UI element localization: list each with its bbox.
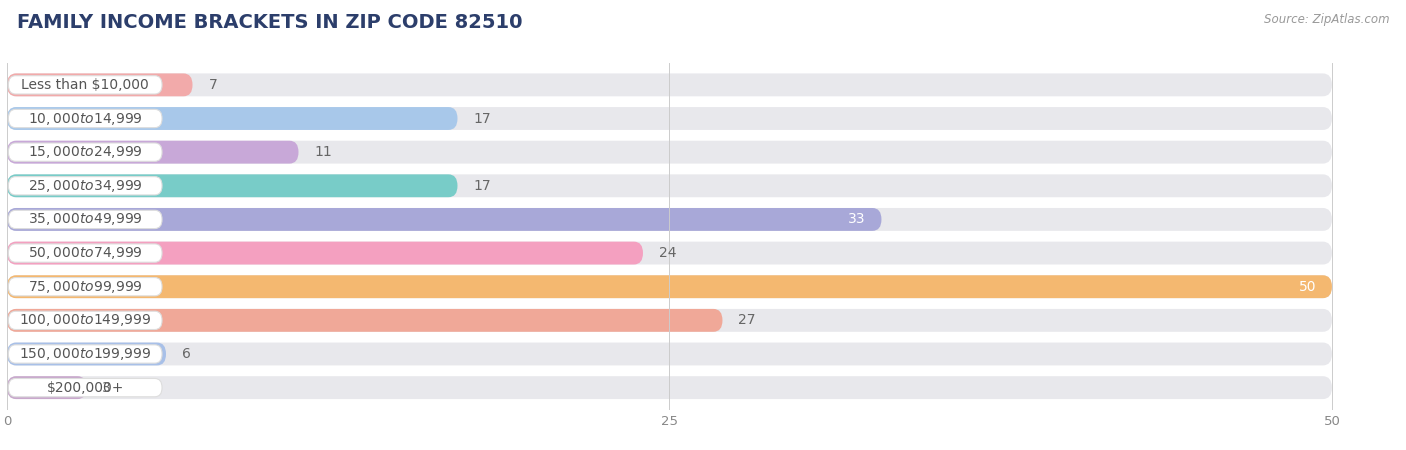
FancyBboxPatch shape <box>7 107 1331 130</box>
FancyBboxPatch shape <box>7 242 643 265</box>
Text: Less than $10,000: Less than $10,000 <box>21 78 149 92</box>
FancyBboxPatch shape <box>8 109 162 128</box>
Text: 6: 6 <box>181 347 191 361</box>
FancyBboxPatch shape <box>7 73 1331 96</box>
FancyBboxPatch shape <box>8 210 162 229</box>
Text: 27: 27 <box>738 313 756 327</box>
FancyBboxPatch shape <box>7 107 457 130</box>
FancyBboxPatch shape <box>7 309 723 332</box>
Text: 33: 33 <box>848 212 866 226</box>
Text: 24: 24 <box>659 246 676 260</box>
FancyBboxPatch shape <box>7 208 882 231</box>
FancyBboxPatch shape <box>7 174 457 197</box>
FancyBboxPatch shape <box>7 275 1331 298</box>
Text: 7: 7 <box>208 78 217 92</box>
Text: 17: 17 <box>474 112 491 126</box>
FancyBboxPatch shape <box>7 376 87 399</box>
Text: $150,000 to $199,999: $150,000 to $199,999 <box>20 346 152 362</box>
FancyBboxPatch shape <box>7 242 1331 265</box>
FancyBboxPatch shape <box>7 73 193 96</box>
Text: 17: 17 <box>474 179 491 193</box>
Text: Source: ZipAtlas.com: Source: ZipAtlas.com <box>1264 14 1389 27</box>
FancyBboxPatch shape <box>7 309 1331 332</box>
Text: $25,000 to $34,999: $25,000 to $34,999 <box>28 178 142 194</box>
FancyBboxPatch shape <box>8 76 162 94</box>
FancyBboxPatch shape <box>7 141 1331 164</box>
FancyBboxPatch shape <box>8 244 162 262</box>
FancyBboxPatch shape <box>7 141 298 164</box>
FancyBboxPatch shape <box>7 342 1331 365</box>
Text: 11: 11 <box>315 145 332 159</box>
FancyBboxPatch shape <box>8 143 162 161</box>
Text: 50: 50 <box>1299 280 1316 294</box>
FancyBboxPatch shape <box>7 342 166 365</box>
Text: 3: 3 <box>103 381 111 395</box>
Text: $50,000 to $74,999: $50,000 to $74,999 <box>28 245 142 261</box>
Text: $15,000 to $24,999: $15,000 to $24,999 <box>28 144 142 160</box>
FancyBboxPatch shape <box>7 174 1331 197</box>
Text: $100,000 to $149,999: $100,000 to $149,999 <box>20 312 152 328</box>
FancyBboxPatch shape <box>8 278 162 296</box>
FancyBboxPatch shape <box>8 378 162 397</box>
FancyBboxPatch shape <box>7 275 1331 298</box>
Text: $10,000 to $14,999: $10,000 to $14,999 <box>28 111 142 126</box>
FancyBboxPatch shape <box>7 376 1331 399</box>
Text: $75,000 to $99,999: $75,000 to $99,999 <box>28 279 142 295</box>
FancyBboxPatch shape <box>8 345 162 363</box>
FancyBboxPatch shape <box>7 208 1331 231</box>
Text: $200,000+: $200,000+ <box>46 381 124 395</box>
Text: $35,000 to $49,999: $35,000 to $49,999 <box>28 212 142 227</box>
Text: FAMILY INCOME BRACKETS IN ZIP CODE 82510: FAMILY INCOME BRACKETS IN ZIP CODE 82510 <box>17 14 523 32</box>
FancyBboxPatch shape <box>8 311 162 329</box>
FancyBboxPatch shape <box>8 177 162 195</box>
